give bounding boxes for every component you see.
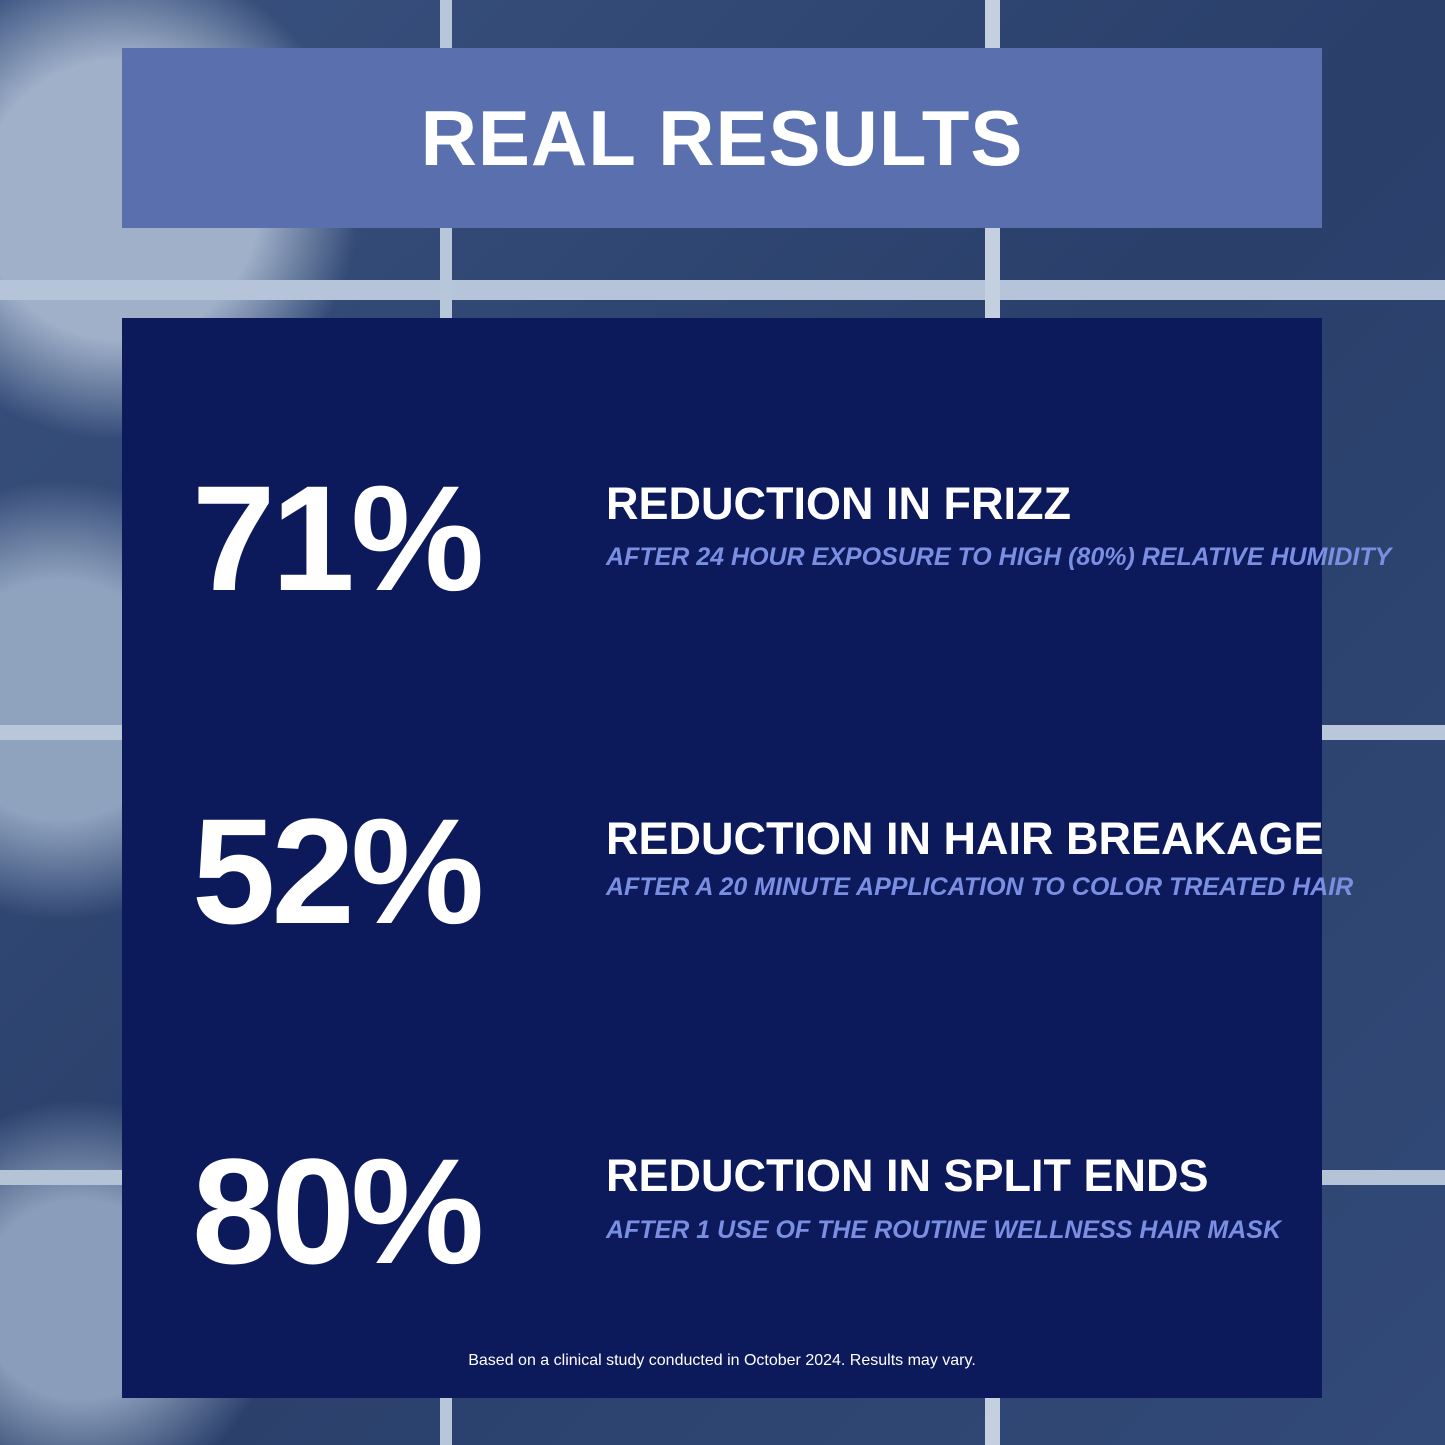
results-panel: 71% REDUCTION IN FRIZZ AFTER 24 HOUR EXP… <box>122 318 1391 1398</box>
title-banner: REAL RESULTS <box>122 48 1322 228</box>
stat-label: REDUCTION IN HAIR BREAKAGE <box>606 813 1324 864</box>
stat-label: REDUCTION IN FRIZZ <box>606 478 1071 529</box>
footnote: Based on a clinical study conducted in O… <box>468 1352 976 1369</box>
stat-label: REDUCTION IN SPLIT ENDS <box>606 1150 1209 1201</box>
page-title: REAL RESULTS <box>420 93 1024 182</box>
stat-detail: AFTER 1 USE OF THE ROUTINE WELLNESS HAIR… <box>606 1216 1282 1244</box>
stat-value: 52% <box>192 787 484 955</box>
stat-value: 80% <box>192 1127 484 1295</box>
stat-value: 71% <box>192 454 484 622</box>
stat-detail: AFTER 24 HOUR EXPOSURE TO HIGH (80%) REL… <box>606 543 1392 571</box>
stat-detail: AFTER A 20 MINUTE APPLICATION TO COLOR T… <box>606 873 1354 901</box>
